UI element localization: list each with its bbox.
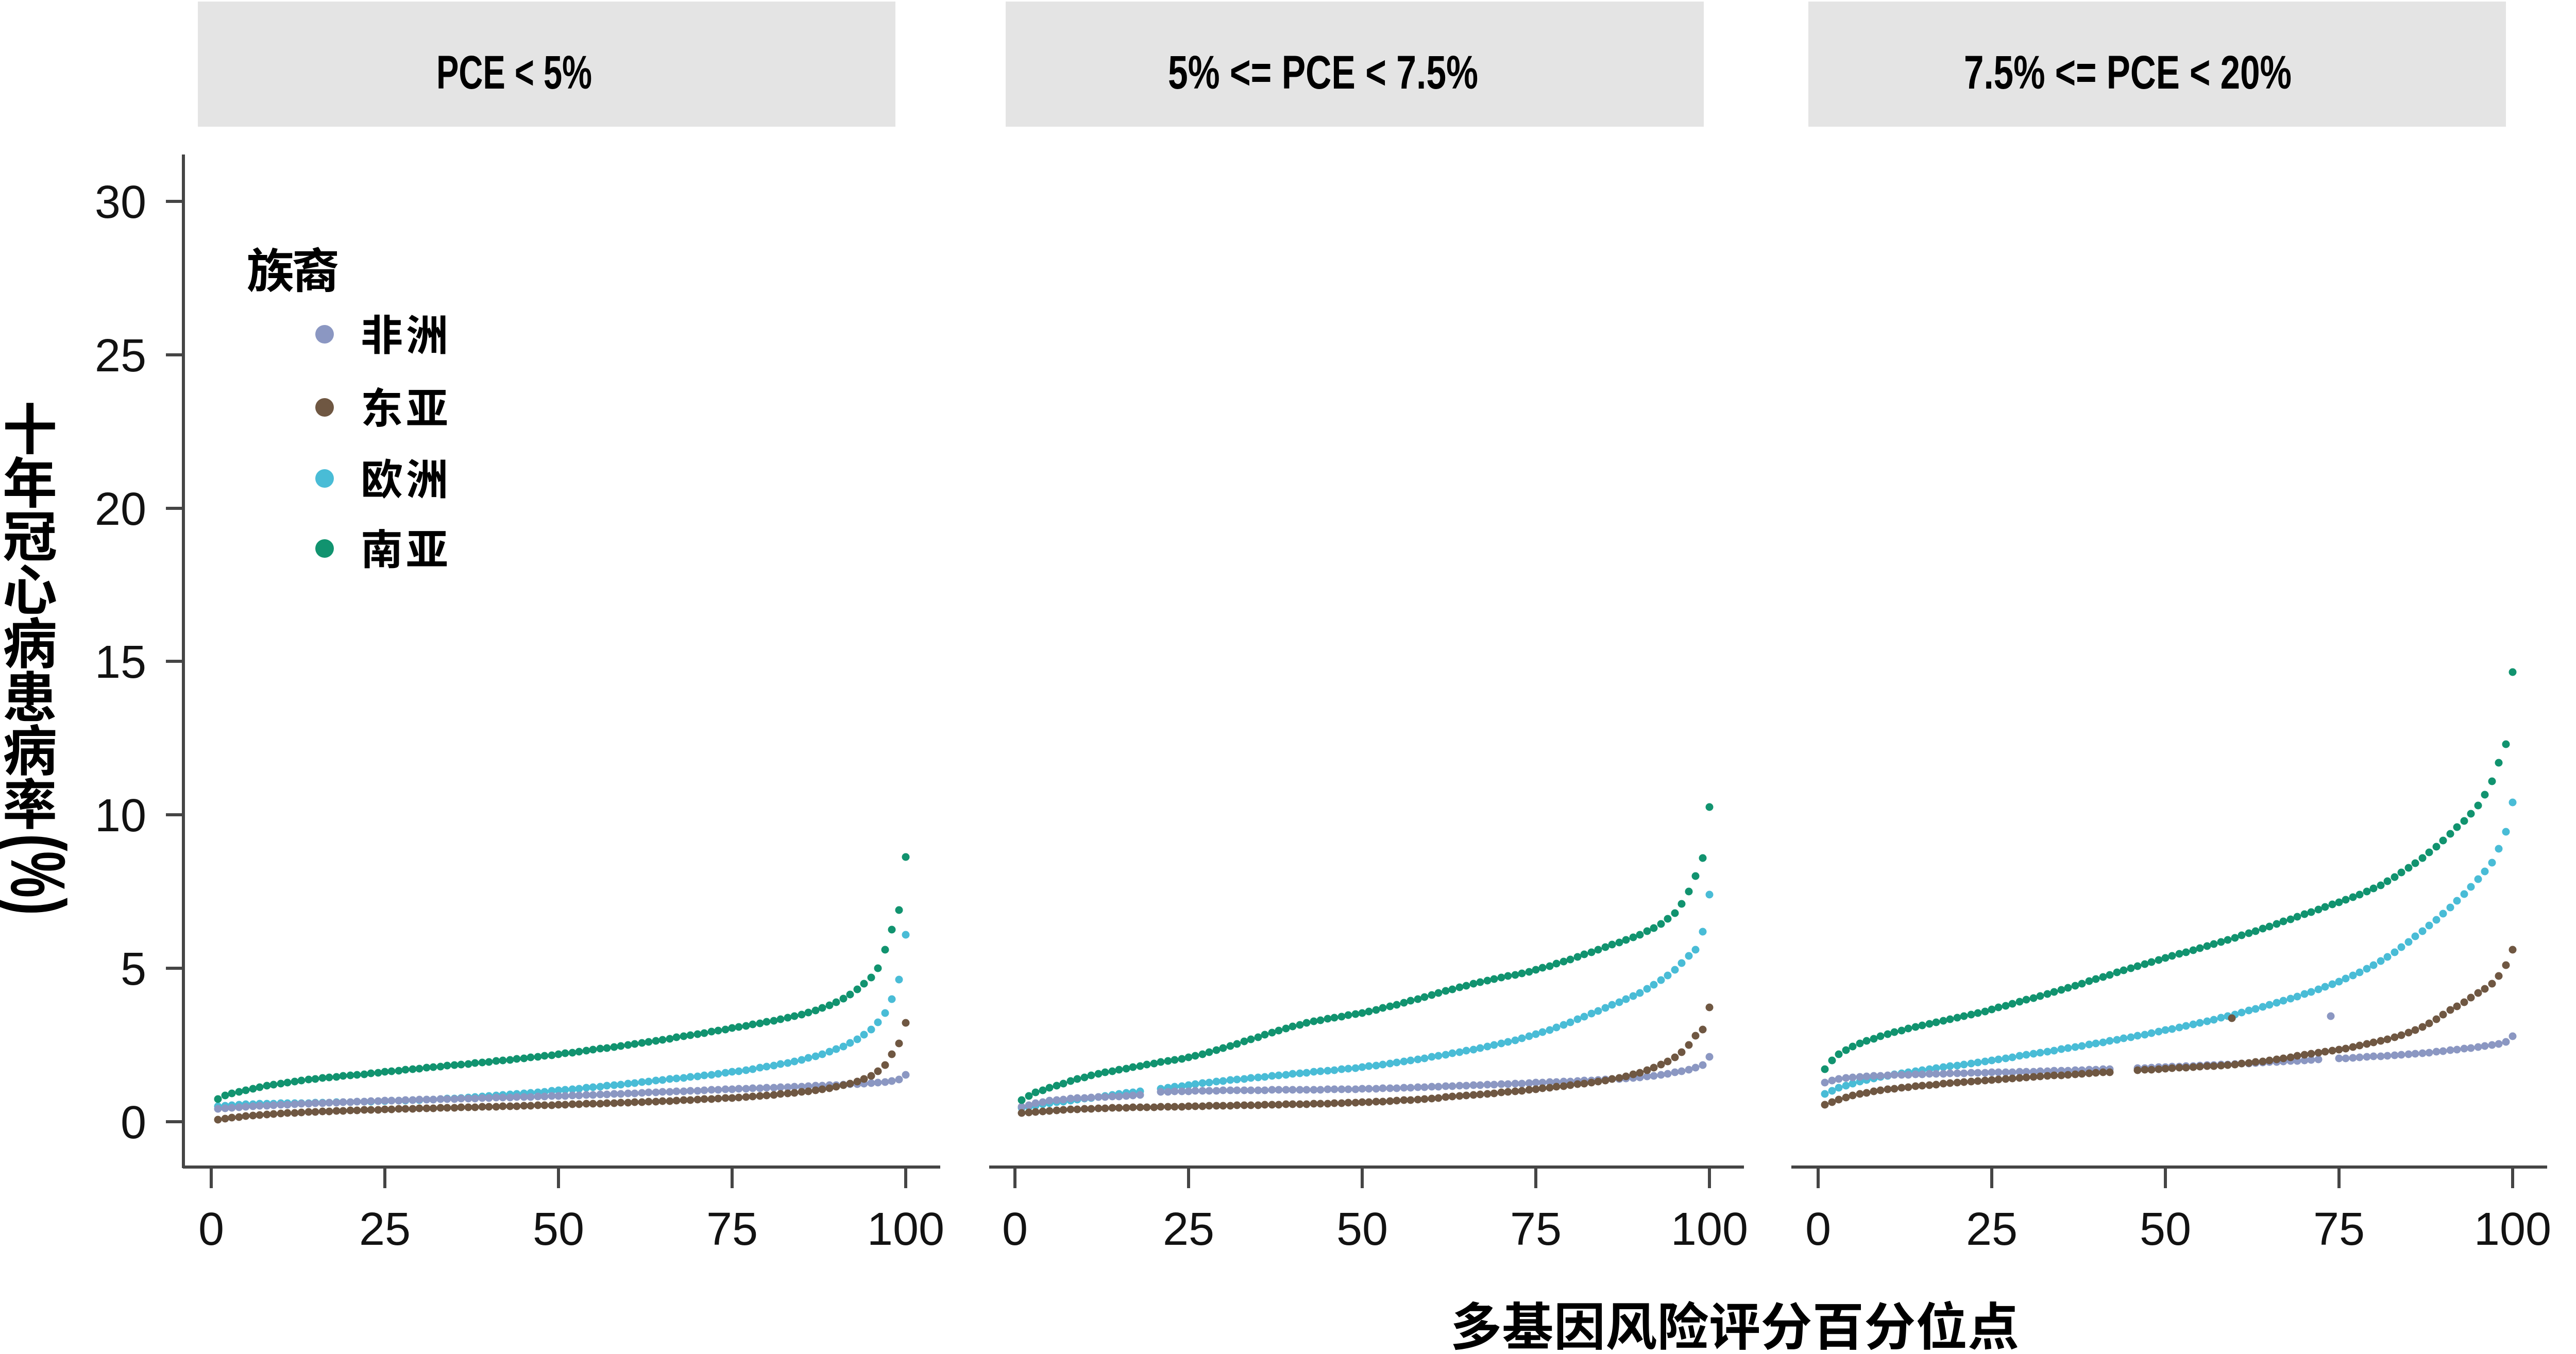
svg-text:50: 50 — [533, 1204, 584, 1255]
svg-text:75: 75 — [2313, 1204, 2365, 1255]
svg-text:10: 10 — [95, 790, 146, 842]
svg-text:20: 20 — [95, 484, 146, 535]
svg-text:75: 75 — [706, 1204, 758, 1255]
svg-text:25: 25 — [359, 1204, 411, 1255]
svg-text:75: 75 — [1510, 1204, 1562, 1255]
svg-text:0: 0 — [1805, 1204, 1831, 1255]
svg-text:30: 30 — [95, 177, 146, 228]
svg-text:0: 0 — [198, 1204, 224, 1255]
svg-text:25: 25 — [1163, 1204, 1214, 1255]
svg-text:25: 25 — [1966, 1204, 2018, 1255]
svg-text:50: 50 — [2140, 1204, 2191, 1255]
svg-text:0: 0 — [121, 1097, 146, 1149]
svg-text:5: 5 — [121, 944, 146, 995]
svg-text:7.5% <= PCE < 20%: 7.5% <= PCE < 20% — [1964, 46, 2292, 99]
svg-text:0: 0 — [1002, 1204, 1028, 1255]
svg-text:PCE < 5%: PCE < 5% — [436, 46, 592, 99]
svg-text:15: 15 — [95, 637, 146, 688]
svg-text:100: 100 — [867, 1204, 944, 1255]
svg-text:25: 25 — [95, 330, 146, 382]
svg-text:5% <= PCE < 7.5%: 5% <= PCE < 7.5% — [1168, 46, 1478, 99]
svg-text:100: 100 — [2474, 1204, 2551, 1255]
svg-text:(%): (%) — [0, 834, 81, 915]
svg-text:100: 100 — [1671, 1204, 1748, 1255]
svg-text:50: 50 — [1336, 1204, 1388, 1255]
